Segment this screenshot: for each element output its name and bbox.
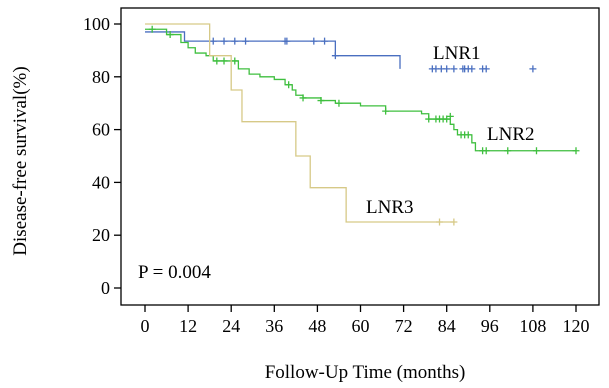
lnr2-censor-mark (220, 57, 228, 65)
lnr1-censor-mark (468, 65, 476, 73)
plot-border (120, 7, 600, 306)
lnr1-censor-mark (321, 37, 329, 45)
lnr2-censor-mark (504, 147, 512, 155)
x-tick-label: 60 (352, 316, 370, 336)
lnr1-censor-mark (331, 52, 339, 60)
x-tick-label: 96 (481, 316, 499, 336)
lnr1-censor-mark (242, 37, 250, 45)
x-tick-label: 120 (563, 316, 590, 336)
lnr2-label: LNR2 (487, 124, 535, 145)
lnr3-censor-mark (450, 218, 458, 226)
lnr2-censor-mark (335, 99, 343, 107)
lnr1-censor-mark (220, 37, 228, 45)
lnr2-censor-mark (299, 94, 307, 102)
lnr2-censor-mark (572, 147, 580, 155)
lnr1-label: LNR1 (433, 43, 481, 64)
x-tick-label: 12 (179, 316, 197, 336)
y-tick-label: 40 (92, 172, 110, 192)
lnr2-censor-mark (213, 57, 221, 65)
lnr2-censor-mark (166, 31, 174, 39)
lnr1-censor-mark (443, 65, 451, 73)
lnr1-censor-mark (283, 37, 291, 45)
lnr2-censor-mark (425, 115, 433, 123)
lnr1-censor-mark (482, 65, 490, 73)
lnr1-censor-mark (209, 37, 217, 45)
y-axis: 0 20 40 60 80 100 (83, 14, 121, 298)
lnr2-censor-mark (285, 81, 293, 89)
lnr3-curve (145, 23, 454, 223)
lnr2-censor-mark (231, 57, 239, 65)
lnr1-series (145, 31, 537, 73)
p-value-annotation: P = 0.004 (138, 262, 211, 283)
lnr1-censor-mark (450, 65, 458, 73)
plot-frame (120, 7, 600, 306)
x-tick-label: 108 (519, 316, 546, 336)
lnr1-censor-mark (529, 65, 537, 73)
lnr1-curve (145, 31, 401, 69)
x-tick-label: 72 (395, 316, 413, 336)
x-axis: 0 12 24 36 48 60 72 84 96 108 120 (141, 305, 590, 336)
x-tick-label: 0 (141, 316, 150, 336)
lnr1-censor-mark (231, 37, 239, 45)
lnr2-series (145, 25, 580, 155)
lnr2-censor-mark (482, 147, 490, 155)
x-tick-label: 84 (438, 316, 456, 336)
lnr2-censor-mark (148, 25, 156, 33)
lnr2-censor-mark (443, 115, 451, 123)
x-tick-label: 48 (308, 316, 326, 336)
y-tick-label: 100 (83, 14, 110, 34)
x-tick-label: 36 (265, 316, 283, 336)
lnr2-censor-mark (317, 97, 325, 105)
y-tick-label: 20 (92, 225, 110, 245)
lnr3-series (145, 23, 458, 226)
lnr2-curve (145, 28, 576, 152)
y-tick-label: 80 (92, 67, 110, 87)
lnr3-label: LNR3 (366, 197, 414, 218)
lnr1-censor-mark (310, 37, 318, 45)
x-tick-label: 24 (222, 316, 240, 336)
y-tick-label: 0 (101, 278, 110, 298)
lnr2-censor-mark (446, 112, 454, 120)
lnr2-censor-mark (382, 107, 390, 115)
lnr2-censor-mark (532, 147, 540, 155)
y-axis-title: Disease-free survival(%) (10, 66, 31, 255)
lnr3-censor-mark (436, 218, 444, 226)
series-layer (145, 23, 580, 226)
y-tick-label: 60 (92, 120, 110, 140)
x-axis-title: Follow-Up Time (months) (265, 362, 466, 383)
lnr2-censor-mark (464, 131, 472, 139)
